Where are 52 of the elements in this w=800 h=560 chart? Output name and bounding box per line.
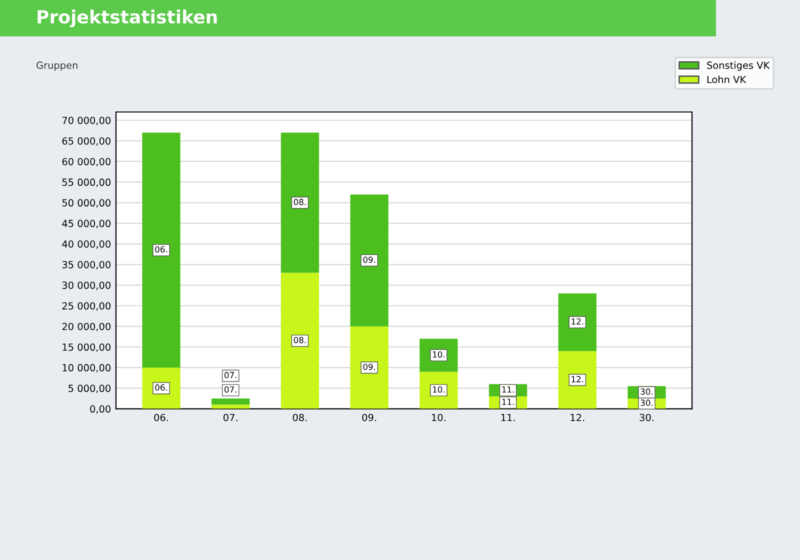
y-tick-label: 60 000,00	[62, 158, 110, 166]
y-tick-label: 20 000,00	[62, 322, 110, 332]
y-tick-label: 5 000,00	[68, 384, 110, 394]
legend-label: Lohn VK	[707, 76, 746, 84]
y-tick-label: 50 000,00	[62, 199, 110, 208]
y-tick-label: 70 000,00	[62, 116, 110, 126]
y-tick-label: 55 000,00	[62, 178, 110, 187]
y-tick-label: 15 000,00	[62, 343, 110, 352]
y-tick-label: 35 000,00	[62, 261, 110, 270]
annotation: 09.	[363, 364, 376, 370]
chart-subtitle: Gruppen	[36, 62, 78, 71]
y-tick-label: 30 000,00	[62, 282, 110, 290]
y-tick-label: 0,00	[90, 405, 110, 414]
x-tick-label: 30.	[640, 414, 654, 422]
y-tick-label: 45 000,00	[62, 220, 110, 228]
annotation: 30.	[640, 400, 652, 406]
bar	[350, 326, 388, 409]
bar	[280, 272, 320, 409]
annotation: 07.	[224, 386, 236, 393]
bar	[558, 351, 596, 409]
bar	[280, 132, 320, 273]
annotation: 08.	[294, 336, 306, 344]
x-tick-label: 10.	[432, 414, 446, 422]
annotation: 10.	[432, 386, 444, 393]
bar	[558, 293, 596, 352]
bar	[142, 132, 180, 368]
x-tick-label: 06.	[154, 414, 168, 422]
y-tick-label: 65 000,00	[62, 137, 110, 146]
annotation: 10.	[432, 351, 444, 358]
chart-title: Projektstatistiken	[38, 10, 217, 28]
bar	[212, 398, 250, 405]
annotation: 12.	[572, 376, 584, 382]
annotation: 06.	[155, 384, 167, 391]
annotation: 30.	[640, 388, 652, 395]
annotation: 11.	[502, 398, 514, 405]
annotation: 12.	[572, 318, 584, 325]
y-tick-label: 10 000,00	[62, 364, 110, 372]
y-tick-label: 25 000,00	[62, 302, 110, 311]
bar	[350, 194, 388, 326]
x-tick-label: 08.	[292, 414, 307, 422]
annotation: 09.	[363, 256, 376, 263]
bar	[212, 404, 250, 409]
y-tick-label: 40 000,00	[62, 240, 110, 249]
x-tick-label: 09.	[362, 414, 376, 422]
annotation: 07.	[224, 372, 236, 378]
x-tick-label: 12.	[570, 414, 584, 422]
annotation: 06.	[155, 246, 167, 253]
x-tick-label: 11.	[501, 414, 515, 422]
annotation: 08.	[294, 198, 306, 206]
x-tick-label: 07.	[224, 414, 238, 422]
legend-label: Sonstiges VK	[707, 61, 770, 71]
annotation: 11.	[502, 386, 514, 393]
